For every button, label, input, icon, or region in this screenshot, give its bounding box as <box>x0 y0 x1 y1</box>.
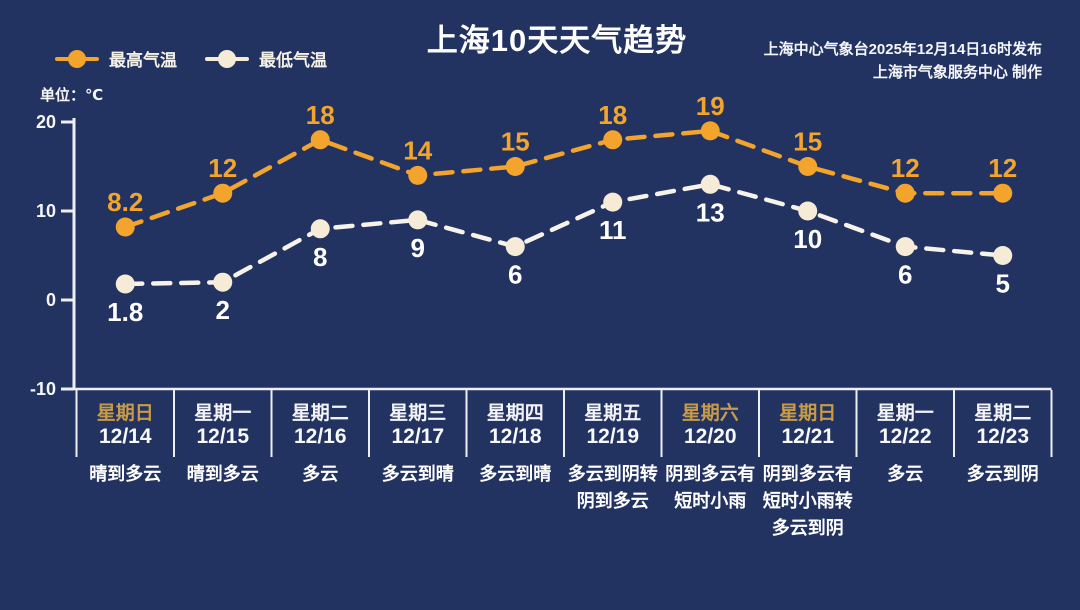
legend-label: 最高气温 <box>109 51 177 70</box>
high-temp-legend-marker-icon <box>55 49 99 68</box>
low-temp-value-label: 1.8 <box>107 297 143 327</box>
y-tick-label: 20 <box>36 112 56 132</box>
high-temp-value-label: 8.2 <box>107 187 143 217</box>
high-temp-value-label: 12 <box>891 153 920 183</box>
low-temp-line <box>123 181 1005 287</box>
high-temp-point <box>505 157 525 176</box>
page-title: 上海10天天气趋势 <box>426 23 688 58</box>
low-temp-value-label: 6 <box>508 260 522 290</box>
high-temp-point <box>603 130 623 150</box>
low-temp-point <box>115 274 135 294</box>
source-line-producer: 上海市气象服务中心 制作 <box>872 64 1042 81</box>
legend-label: 最低气温 <box>259 51 327 70</box>
low-temp-point <box>993 246 1013 265</box>
high-temp-point <box>115 217 135 237</box>
source-info: 上海中心气象台2025年12月14日16时发布 上海市气象服务中心 制作 <box>764 38 1042 84</box>
low-temp-point <box>700 174 720 194</box>
low-temp-point <box>213 272 233 292</box>
y-tick-label: -10 <box>30 379 56 399</box>
legend-item-1: 最低气温 <box>205 46 327 71</box>
low-temp-legend-marker-icon <box>205 49 249 68</box>
high-temp-value-label: 12 <box>208 153 237 183</box>
high-temp-value-label: 18 <box>598 100 627 130</box>
low-temp-point <box>310 219 330 239</box>
high-temp-point <box>895 183 915 203</box>
y-tick-label: 0 <box>46 290 56 310</box>
low-temp-value-label: 8 <box>313 242 327 272</box>
low-temp-value-label: 11 <box>599 215 627 245</box>
high-temp-point <box>700 121 720 141</box>
high-temp-point <box>310 130 330 150</box>
high-temp-point <box>798 157 818 176</box>
high-temp-value-label: 15 <box>793 127 822 157</box>
legend-item-0: 最高气温 <box>55 46 177 71</box>
low-temp-point <box>798 201 818 221</box>
low-temp-value-label: 6 <box>898 260 912 290</box>
high-temp-point <box>993 183 1013 203</box>
low-temp-point <box>603 192 623 212</box>
low-temp-value-label: 10 <box>793 224 822 254</box>
high-temp-value-label: 19 <box>696 91 725 121</box>
high-temp-point <box>408 165 428 185</box>
low-temp-point <box>505 237 525 257</box>
high-temp-value-label: 12 <box>988 153 1017 183</box>
unit-label: 单位：℃ <box>40 87 104 104</box>
high-temp-value-label: 18 <box>306 100 335 130</box>
high-temp-value-label: 15 <box>501 127 530 157</box>
low-temp-value-label: 9 <box>411 233 425 263</box>
source-line-issued: 上海中心气象台2025年12月14日16时发布 <box>763 41 1042 58</box>
high-temp-point <box>213 183 233 203</box>
low-temp-value-label: 2 <box>216 295 230 325</box>
low-temp-value-label: 5 <box>996 269 1010 299</box>
low-temp-value-label: 13 <box>696 197 725 227</box>
high-temp-value-label: 14 <box>403 135 432 165</box>
low-temp-point <box>895 237 915 257</box>
legend: 最高气温 最低气温 <box>55 46 327 71</box>
low-temp-point <box>408 210 428 230</box>
y-tick-label: 10 <box>36 201 56 221</box>
high-temp-line <box>123 128 1005 230</box>
